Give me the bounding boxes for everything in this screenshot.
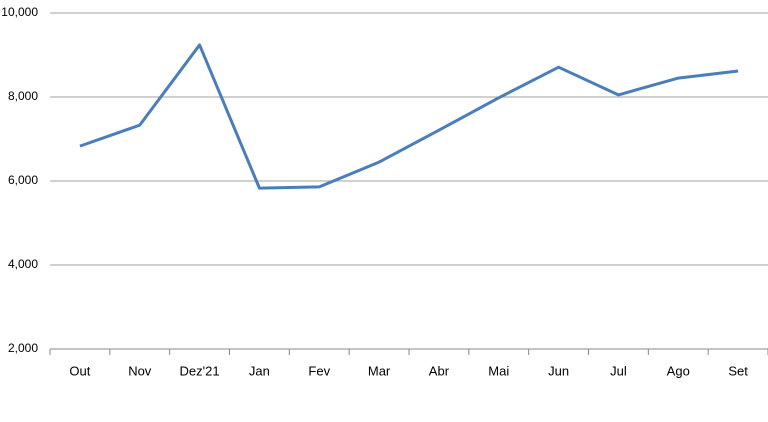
x-tick-label: Out (69, 363, 90, 378)
x-tick-label: Ago (667, 363, 690, 378)
y-tick-label: 4,000 (8, 257, 38, 271)
x-tick-label: Mai (488, 363, 509, 378)
x-tick-label: Jan (249, 363, 270, 378)
x-tick-label: Jun (548, 363, 569, 378)
data-line (79, 43, 739, 190)
y-tick-label: 2,000 (8, 341, 38, 355)
x-tick-label: Dez'21 (180, 363, 220, 378)
x-tick-label: Abr (429, 363, 450, 378)
y-tick-label: 8,000 (8, 89, 38, 103)
x-tick-label: Fev (308, 363, 330, 378)
x-tick-label: Jul (610, 363, 627, 378)
x-tick-label: Set (728, 363, 748, 378)
y-tick-label: 10,000 (1, 5, 38, 19)
x-tick-label: Mar (368, 363, 391, 378)
x-tick-label: Nov (128, 363, 152, 378)
y-tick-label: 6,000 (8, 173, 38, 187)
